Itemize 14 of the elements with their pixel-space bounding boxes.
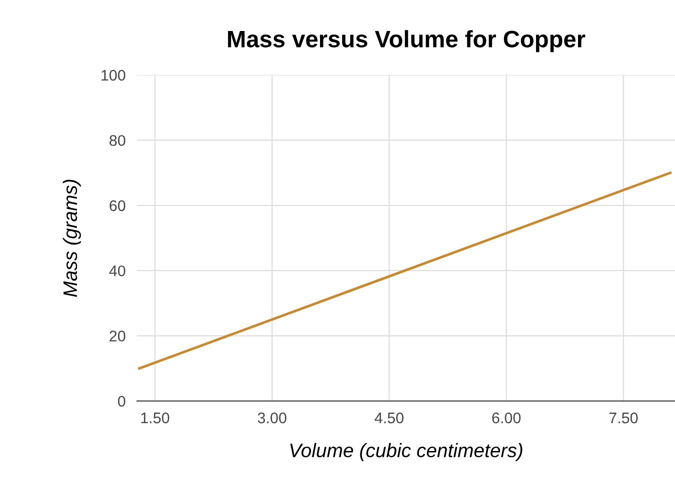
y-tick-label: 100 xyxy=(102,70,126,81)
y-tick-label: 20 xyxy=(110,330,126,342)
x-tick-label: 3.00 xyxy=(258,412,286,424)
x-axis-title: Volume (cubic centimeters) xyxy=(290,443,522,462)
chart-title: Mass versus Volume for Copper xyxy=(228,30,586,52)
x-tick-label: 7.50 xyxy=(609,412,638,424)
x-tick-label: 6.00 xyxy=(492,412,521,424)
x-tick-label: 1.50 xyxy=(141,412,170,424)
y-tick-label: 60 xyxy=(110,200,126,212)
y-tick-label: 40 xyxy=(109,265,126,276)
x-tick-label: 4.50 xyxy=(374,412,404,424)
y-tick-label: 80 xyxy=(110,135,126,146)
y-axis-title: Mass (grams) xyxy=(62,180,81,297)
y-tick-label: 0 xyxy=(118,396,126,407)
